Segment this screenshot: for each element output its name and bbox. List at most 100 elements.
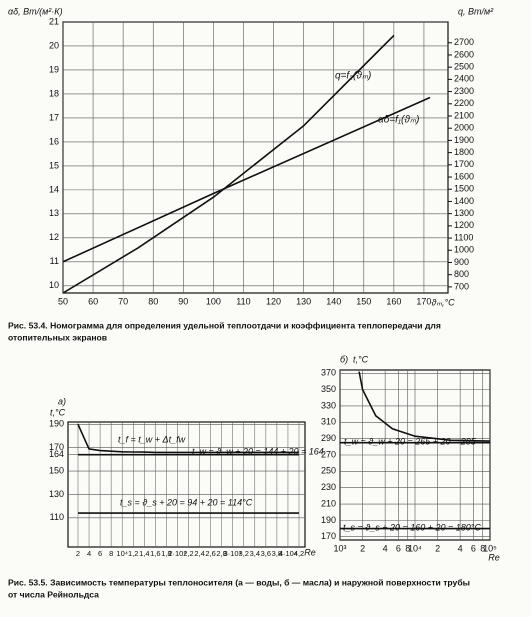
x-tick-label: 6 (98, 549, 102, 558)
x-tick-label: 2,6 (205, 549, 215, 558)
x-tick-label: 8 (405, 543, 410, 553)
caption: отопительных экранов (8, 332, 107, 342)
x-tick-label: 60 (88, 296, 98, 306)
y-tick-label: 230 (321, 482, 336, 492)
y2-tick-label: 700 (454, 281, 469, 291)
y-tick-label: 210 (321, 498, 336, 508)
y2-tick-label: 1700 (454, 159, 474, 169)
series-label: q=f₂(ϑₘ) (335, 71, 371, 82)
x-tick-label: 3·10⁴ (224, 549, 242, 558)
y2-tick-label: 2500 (454, 62, 474, 72)
caption: Рис. 53.4. Номограмма для определения уд… (8, 320, 441, 330)
x-tick-label: 10⁵ (483, 543, 497, 553)
x-tick-label: 2·10⁴ (168, 549, 186, 558)
y2-tick-label: 1800 (454, 147, 474, 157)
x-tick-label: 6 (396, 543, 401, 553)
y2-tick-label: 1200 (454, 220, 474, 230)
x-tick-label: 4,2 (294, 549, 304, 558)
y-tick-label: 370 (321, 368, 336, 378)
x-tick-label: 140 (326, 296, 341, 306)
x-tick-label: 110 (236, 296, 250, 306)
x-tick-label: 2 (435, 543, 440, 553)
y2-tick-label: 1900 (454, 135, 474, 145)
y2-tick-label: 2700 (454, 37, 474, 47)
x-tick-label: 130 (296, 296, 311, 306)
annotation: t_w = ϑ_w + 20 = 144 + 20 = 164 (192, 446, 324, 456)
x-tick-label: 50 (58, 296, 68, 306)
y2-tick-label: 1500 (454, 184, 474, 194)
annotation: t_s = ϑ_s + 20 = 94 + 20 = 114°C (120, 497, 253, 507)
x-tick-label: 150 (356, 296, 371, 306)
y-axis-title: αδ, Вт/(м²·К) (8, 6, 63, 16)
annotation: t_w = ϑ_w + 20 = 265 + 20 = 285 (344, 436, 477, 446)
series-line (358, 371, 490, 442)
y-tick-label: 190 (49, 419, 64, 429)
y-tick-label: 130 (49, 489, 64, 499)
series-line (77, 423, 299, 454)
x-tick-label: 10⁴ (408, 543, 422, 553)
x-tick-label: 10³ (333, 543, 346, 553)
y-tick-label: 15 (49, 160, 59, 170)
y2-tick-label: 1600 (454, 171, 474, 181)
plot-frame (67, 421, 306, 548)
y-tick-label: 18 (49, 88, 59, 98)
x-tick-label: 2,2 (183, 549, 193, 558)
y-tick-label: 190 (321, 515, 336, 525)
x-tick-label: 4 (383, 543, 388, 553)
x-tick-label: 3,4 (250, 549, 260, 558)
x-tick-label: 120 (266, 296, 281, 306)
y2-tick-label: 1100 (454, 232, 473, 242)
y-tick-label: 164 (49, 449, 64, 459)
x-tick-label: 3,2 (239, 549, 249, 558)
x-tick-label: 4 (87, 549, 91, 558)
y-tick-label: 20 (49, 40, 59, 50)
x-tick-label: 6 (471, 543, 476, 553)
plot-frame (62, 21, 449, 294)
y-tick-label: 13 (49, 208, 59, 218)
x-tick-label: 4·10⁴ (279, 549, 297, 558)
series-line (63, 96, 431, 263)
y-tick-label: 12 (49, 232, 59, 242)
x-axis-title: Re (304, 547, 316, 557)
y-axis-title: t,°C (50, 407, 66, 417)
x-tick-label: 100 (206, 296, 221, 306)
series-label: αδ=f₁(ϑₘ) (378, 115, 419, 126)
y-tick-label: 310 (321, 417, 336, 427)
x-axis-title: ϑₘ,°C (431, 297, 455, 307)
x-tick-label: 3,8 (272, 549, 282, 558)
y2-tick-label: 1000 (454, 245, 474, 255)
y-tick-label: 19 (49, 64, 59, 74)
y2-tick-label: 1300 (454, 208, 474, 218)
y2-tick-label: 2400 (454, 74, 474, 84)
y2-tick-label: 2300 (454, 86, 474, 96)
x-axis-title: Re (488, 552, 500, 562)
x-tick-label: 2 (360, 543, 365, 553)
x-tick-label: 4 (458, 543, 463, 553)
y-tick-label: 350 (321, 384, 336, 394)
x-tick-label: 8 (480, 543, 485, 553)
panel-label: а) (58, 396, 66, 406)
y-tick-label: 10 (49, 280, 59, 290)
y2-tick-label: 900 (454, 257, 469, 267)
x-tick-label: 1,6 (150, 549, 160, 558)
y2-tick-label: 800 (454, 269, 469, 279)
x-tick-label: 10⁴ (116, 549, 128, 558)
x-tick-label: 2,4 (194, 549, 204, 558)
y-axis-title: t,°C (353, 354, 369, 364)
y-tick-label: 17 (49, 112, 59, 122)
y-tick-label: 330 (321, 400, 336, 410)
y-tick-label: 170 (49, 442, 64, 452)
x-tick-label: 1,4 (139, 549, 149, 558)
x-tick-label: 2 (76, 549, 80, 558)
y-tick-label: 11 (50, 256, 59, 266)
y-tick-label: 16 (49, 136, 59, 146)
y-tick-label: 21 (49, 16, 59, 26)
x-tick-label: 1,8 (161, 549, 171, 558)
x-tick-label: 1,2 (128, 549, 138, 558)
annotation: t_f = t_w + Δt_fw (118, 434, 186, 444)
series-line (63, 34, 395, 293)
x-tick-label: 160 (386, 296, 401, 306)
y2-tick-label: 2600 (454, 49, 474, 59)
